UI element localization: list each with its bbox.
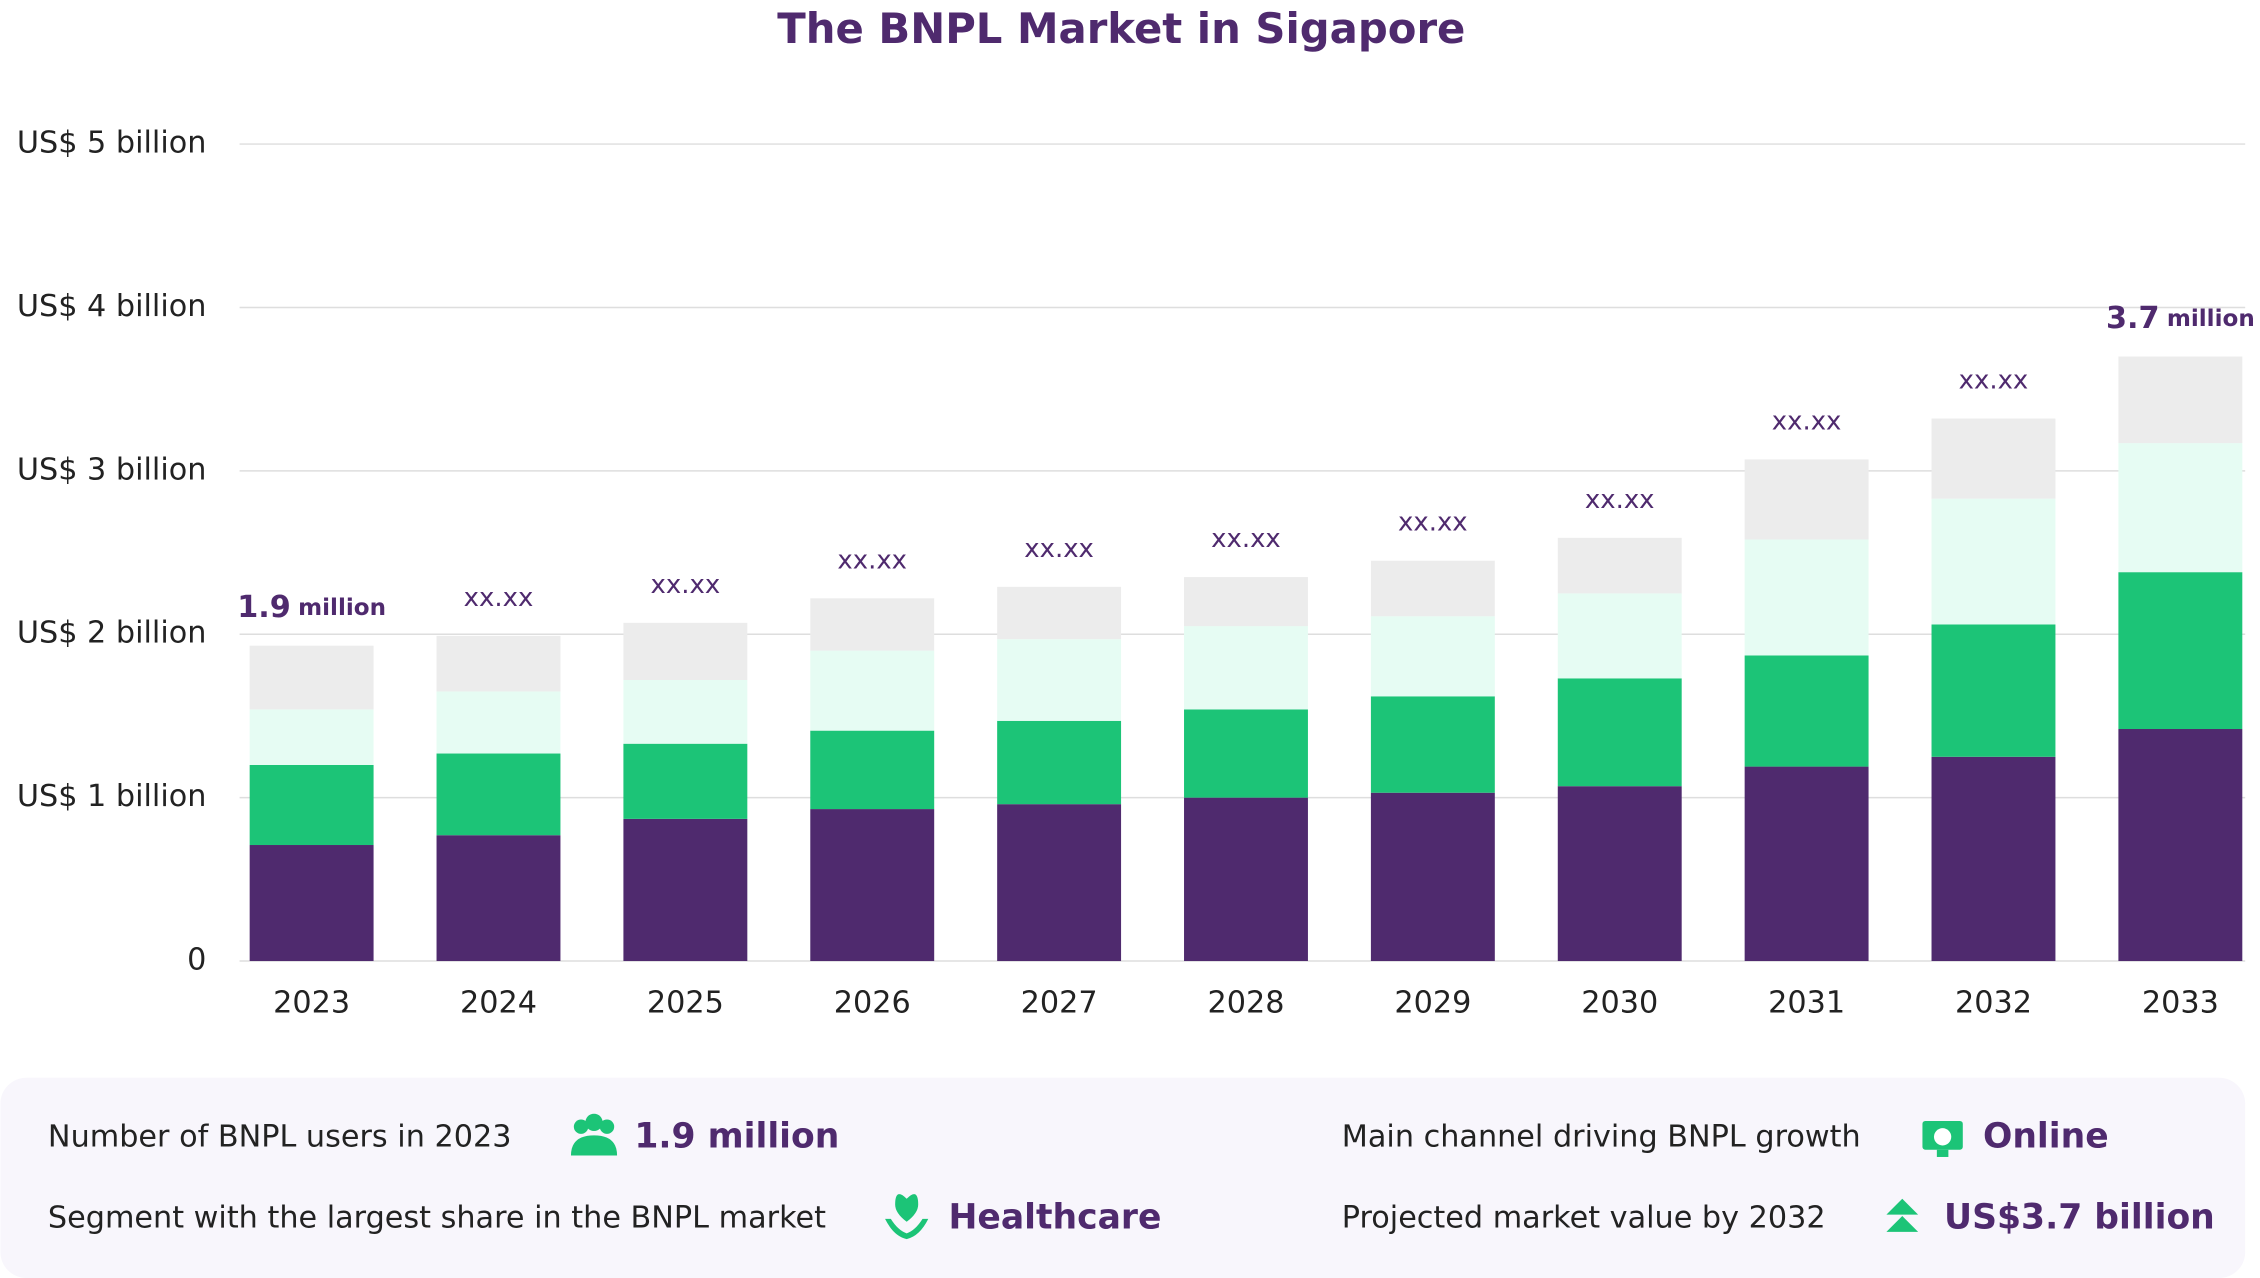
bar-segment <box>1557 537 1682 594</box>
y-tick-label: US$ 3 billion <box>17 452 207 487</box>
bar-segment <box>1744 539 1869 656</box>
icon-online <box>1922 1120 1963 1157</box>
x-tick-label: 2028 <box>1207 986 1284 1021</box>
bar-segment <box>623 818 748 962</box>
top-label: xx.xx <box>1585 485 1655 515</box>
bar-segment <box>810 730 935 810</box>
bar-segment <box>436 753 561 836</box>
bar-segment <box>2118 356 2243 444</box>
summary-value: US$3.7 billion <box>1944 1197 2215 1237</box>
x-tick-label: 2027 <box>1021 986 1098 1021</box>
icon-healthcare <box>885 1194 929 1240</box>
bar-segment <box>1370 616 1495 697</box>
bar-segment <box>623 622 748 680</box>
bar-segment <box>997 804 1122 962</box>
bar-segment <box>997 720 1122 805</box>
top-label: xx.xx <box>1024 534 1094 564</box>
bar-segment <box>997 586 1122 640</box>
chart-title: The BNPL Market in Sigapore <box>777 4 1465 53</box>
bar-segment <box>1184 797 1308 962</box>
bar-segment <box>249 709 374 765</box>
bar-segment <box>810 650 935 731</box>
bar-segment <box>623 679 748 744</box>
bar-segment <box>1744 766 1869 962</box>
bar-segment <box>249 845 374 962</box>
bar-segment <box>1931 624 2056 757</box>
x-tick-label: 2024 <box>460 986 537 1021</box>
icon-users <box>570 1113 618 1156</box>
bar-segment <box>436 635 561 692</box>
top-label: xx.xx <box>837 545 907 575</box>
bar-segment <box>1931 418 2056 499</box>
icon-growth <box>1886 1198 1919 1232</box>
summary-value: 1.9 million <box>634 1117 839 1157</box>
y-tick-label: 0 <box>187 943 206 978</box>
summary-value: Online <box>1983 1117 2109 1157</box>
bar-segment <box>1557 678 1682 787</box>
top-label: 3.7 million <box>2106 301 2255 336</box>
x-tick-label: 2023 <box>273 986 350 1021</box>
bar-segment <box>1744 459 1869 540</box>
x-tick-label: 2029 <box>1394 986 1471 1021</box>
y-tick-label: US$ 1 billion <box>17 779 207 814</box>
bar-segment <box>1184 626 1308 710</box>
bar-segment <box>1370 560 1495 617</box>
top-label: xx.xx <box>1398 508 1468 538</box>
bar-segment <box>623 743 748 819</box>
top-label: xx.xx <box>1959 366 2029 396</box>
bar-segment <box>1931 498 2056 625</box>
y-tick-label: US$ 2 billion <box>17 616 207 651</box>
bar-segment <box>2118 572 2243 730</box>
top-label-number: 3.7 <box>2106 301 2160 336</box>
bar-segment <box>436 691 561 754</box>
bar-segment <box>1184 709 1308 798</box>
x-tick-label: 2031 <box>1768 986 1845 1021</box>
bar-segment <box>810 598 935 651</box>
top-label-number: 1.9 <box>237 590 291 625</box>
bar-segment <box>249 645 374 710</box>
summary-label: Number of BNPL users in 2023 <box>48 1120 512 1155</box>
top-label: xx.xx <box>1772 406 1842 436</box>
summary-panel <box>0 1077 2246 1278</box>
x-tick-label: 2033 <box>2142 986 2219 1021</box>
bar-segment <box>810 809 935 962</box>
top-label: 1.9 million <box>237 590 386 625</box>
bar-segment <box>1931 756 2056 962</box>
y-tick-label: US$ 5 billion <box>17 126 207 161</box>
bar-segment <box>1184 577 1308 627</box>
bar-segment <box>2118 729 2243 962</box>
bar-segment <box>1557 593 1682 679</box>
bar-segment <box>1744 655 1869 767</box>
summary-label: Projected market value by 2032 <box>1342 1200 1826 1235</box>
bar-segment <box>1557 786 1682 962</box>
bar-segment <box>436 835 561 962</box>
bar-segment <box>1370 792 1495 962</box>
x-tick-label: 2030 <box>1581 986 1658 1021</box>
bar-segment <box>249 764 374 846</box>
top-label: xx.xx <box>464 583 534 613</box>
bar-segment <box>1370 696 1495 793</box>
x-tick-label: 2032 <box>1955 986 2032 1021</box>
summary-value: Healthcare <box>948 1197 1161 1237</box>
top-label: xx.xx <box>1211 524 1281 554</box>
top-label-unit: million <box>2167 306 2255 332</box>
top-label: xx.xx <box>651 570 721 600</box>
bar-segment <box>2118 443 2243 573</box>
top-label-unit: million <box>298 595 386 621</box>
summary-label: Segment with the largest share in the BN… <box>48 1200 826 1235</box>
summary-label: Main channel driving BNPL growth <box>1342 1120 1861 1155</box>
x-tick-label: 2025 <box>647 986 724 1021</box>
bar-segment <box>997 639 1122 721</box>
x-tick-label: 2026 <box>834 986 911 1021</box>
y-tick-label: US$ 4 billion <box>17 289 207 324</box>
